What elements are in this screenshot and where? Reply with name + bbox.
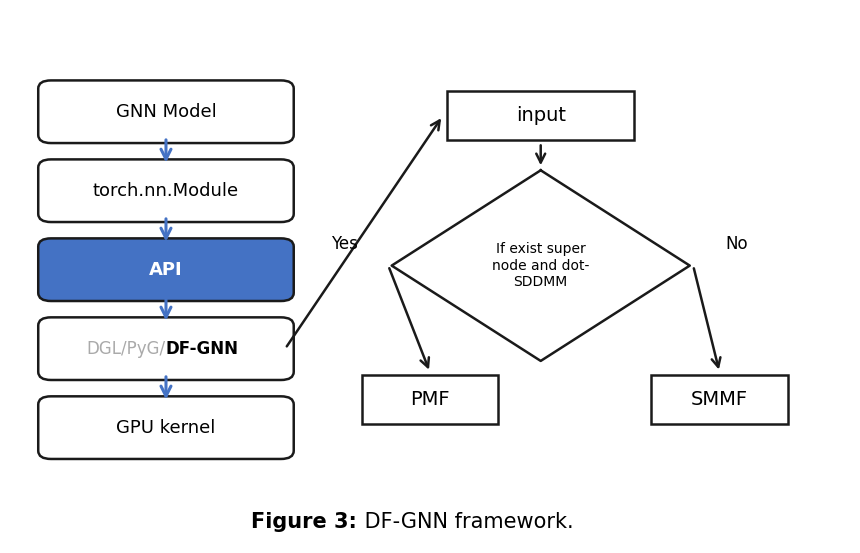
FancyBboxPatch shape [38, 397, 294, 459]
FancyBboxPatch shape [38, 317, 294, 380]
FancyBboxPatch shape [362, 374, 498, 424]
Text: DF-GNN: DF-GNN [166, 340, 239, 358]
Text: PMF: PMF [410, 389, 450, 409]
Text: GPU kernel: GPU kernel [116, 419, 216, 437]
Text: Figure 3:: Figure 3: [251, 512, 357, 531]
Text: input: input [516, 106, 566, 126]
Text: If exist super
node and dot-
SDDMM: If exist super node and dot- SDDMM [492, 242, 589, 289]
Text: Yes: Yes [331, 235, 359, 253]
FancyBboxPatch shape [447, 91, 635, 140]
Text: DGL/PyG/: DGL/PyG/ [87, 340, 166, 358]
Text: API: API [149, 260, 183, 279]
Polygon shape [391, 170, 690, 361]
FancyBboxPatch shape [38, 80, 294, 143]
FancyBboxPatch shape [38, 159, 294, 222]
Text: DF-GNN framework.: DF-GNN framework. [358, 512, 574, 531]
Text: No: No [725, 235, 748, 253]
FancyBboxPatch shape [651, 374, 788, 424]
Text: GNN Model: GNN Model [115, 103, 217, 121]
Text: SMMF: SMMF [691, 389, 748, 409]
Text: torch.nn.Module: torch.nn.Module [93, 182, 239, 200]
FancyBboxPatch shape [38, 238, 294, 301]
